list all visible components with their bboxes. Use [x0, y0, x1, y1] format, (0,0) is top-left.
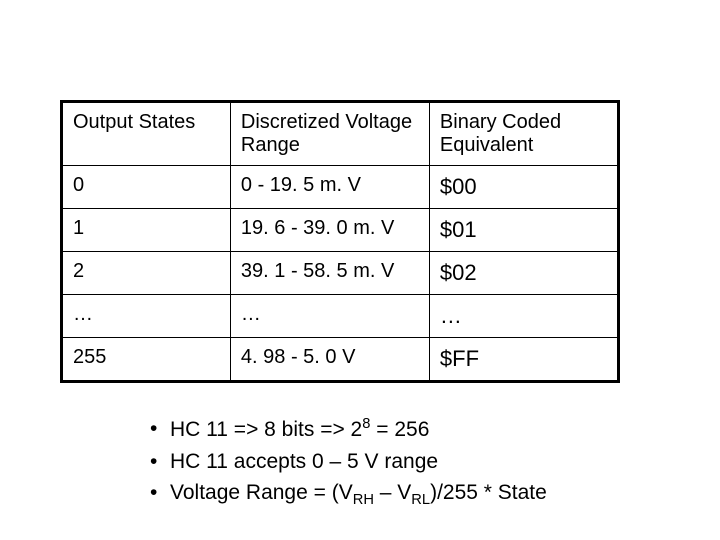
cell-voltage: 39. 1 - 58. 5 m. V — [230, 252, 429, 295]
col-header: Discretized Voltage Range — [230, 102, 429, 166]
slide-container: Output States Discretized Voltage Range … — [0, 0, 720, 540]
table-row: 2 39. 1 - 58. 5 m. V $02 — [62, 252, 619, 295]
col-header: Binary Coded Equivalent — [429, 102, 618, 166]
bullet-item: HC 11 => 8 bits => 28 = 256 — [150, 413, 660, 446]
cell-voltage: … — [230, 295, 429, 338]
bullet-list: HC 11 => 8 bits => 28 = 256 HC 11 accept… — [150, 413, 660, 511]
cell-output: 0 — [62, 166, 231, 209]
table-header-row: Output States Discretized Voltage Range … — [62, 102, 619, 166]
table-row: … … … — [62, 295, 619, 338]
cell-output: 1 — [62, 209, 231, 252]
bullet-item: Voltage Range = (VRH – VRL)/255 * State — [150, 477, 660, 511]
cell-voltage: 0 - 19. 5 m. V — [230, 166, 429, 209]
adc-table: Output States Discretized Voltage Range … — [60, 100, 620, 383]
bullet-text: Voltage Range = (VRH – VRL)/255 * State — [170, 481, 547, 504]
cell-binary: $02 — [429, 252, 618, 295]
bullet-text: HC 11 accepts 0 – 5 V range — [170, 450, 438, 473]
cell-binary: $01 — [429, 209, 618, 252]
cell-output: … — [62, 295, 231, 338]
bullet-text: HC 11 => 8 bits => 28 = 256 — [170, 418, 429, 441]
bullet-item: HC 11 accepts 0 – 5 V range — [150, 446, 660, 478]
cell-binary: … — [429, 295, 618, 338]
cell-voltage: 19. 6 - 39. 0 m. V — [230, 209, 429, 252]
cell-binary: $FF — [429, 338, 618, 382]
cell-voltage: 4. 98 - 5. 0 V — [230, 338, 429, 382]
table-row: 1 19. 6 - 39. 0 m. V $01 — [62, 209, 619, 252]
cell-output: 255 — [62, 338, 231, 382]
cell-binary: $00 — [429, 166, 618, 209]
table-row: 0 0 - 19. 5 m. V $00 — [62, 166, 619, 209]
cell-output: 2 — [62, 252, 231, 295]
col-header: Output States — [62, 102, 231, 166]
table-row: 255 4. 98 - 5. 0 V $FF — [62, 338, 619, 382]
